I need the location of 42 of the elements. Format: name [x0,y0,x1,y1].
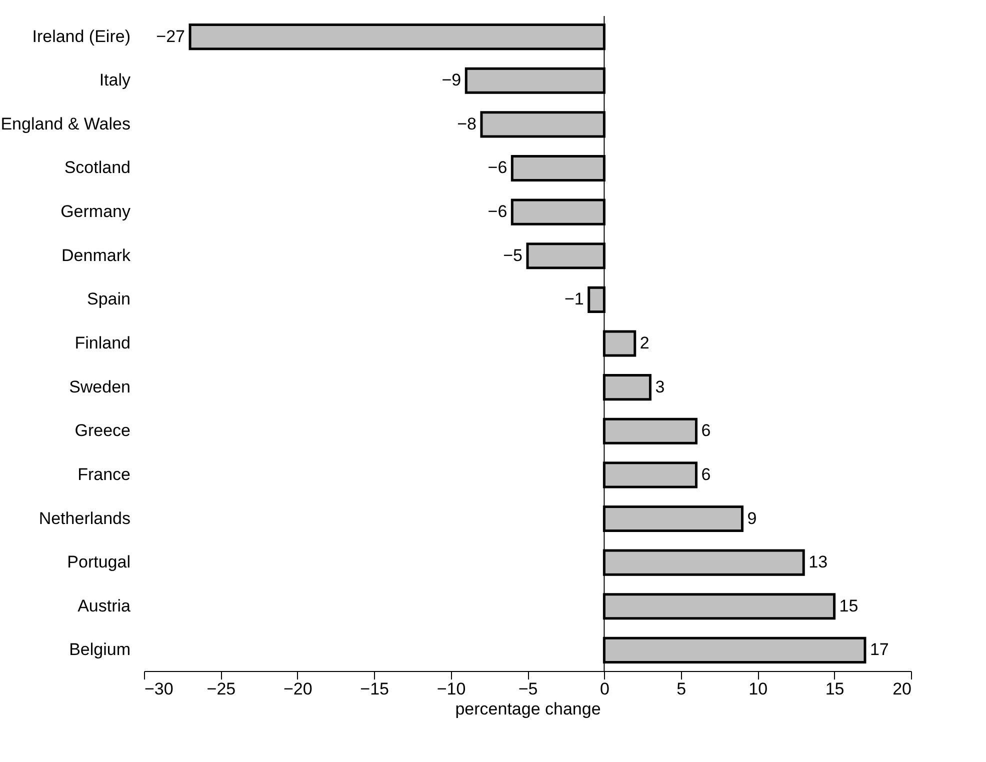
data-label: −8 [457,114,476,134]
data-label: −5 [503,246,522,265]
x-tick-label: 0 [600,680,610,698]
data-label: −6 [488,158,508,178]
x-tick-label: −25 [206,680,236,698]
y-tick-label: Ireland (Eire) [32,26,130,46]
data-label: −6 [488,202,508,222]
x-tick-label: −15 [360,680,390,698]
x-tick-label: 10 [748,680,768,698]
x-tick-label: −20 [283,680,312,698]
x-tick-label: 15 [825,680,844,698]
x-tick-label: −5 [518,680,538,698]
data-label: 17 [870,640,889,660]
y-tick-label: Scotland [64,158,130,178]
y-tick-label: Sweden [69,377,130,396]
y-tick-label: Netherlands [38,508,130,528]
y-tick-label: Italy [99,70,131,90]
data-label: 6 [701,464,711,484]
y-tick-label: Finland [74,334,130,352]
data-label: 13 [808,552,828,572]
data-label: −1 [564,290,584,309]
data-label: −27 [156,26,186,46]
x-tick-label: −10 [436,680,466,698]
y-tick-label: France [78,464,130,484]
data-label: 2 [640,334,650,352]
data-label: −9 [442,70,462,90]
y-tick-label: Germany [60,202,131,222]
y-tick-label: Greece [74,421,130,440]
y-tick-label: Belgium [69,640,130,660]
x-tick-label: 20 [892,680,912,698]
y-tick-label: Spain [87,290,130,309]
data-label: 15 [839,596,858,616]
y-tick-label: England & Wales [0,114,130,134]
data-label: 9 [747,508,757,528]
x-tick-label: −30 [144,680,174,698]
y-tick-label: Austria [78,596,132,616]
data-label: 3 [655,377,665,396]
y-tick-label: Denmark [62,246,131,265]
x-tick-label: 5 [676,680,686,698]
x-axis-title: percentage change [455,700,601,718]
data-label: 6 [701,421,711,440]
y-tick-label: Portugal [67,552,130,572]
